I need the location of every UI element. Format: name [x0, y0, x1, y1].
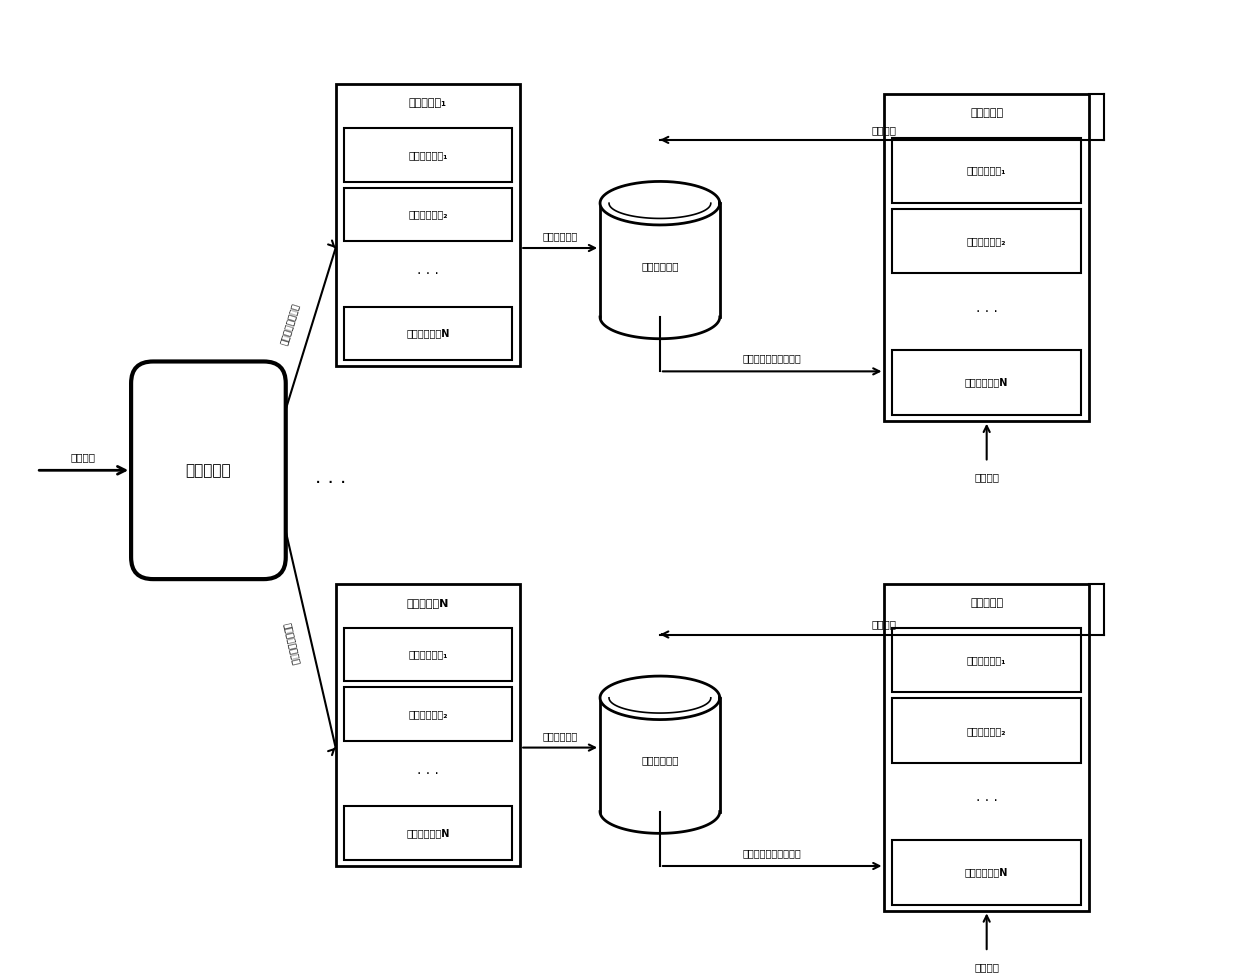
- Polygon shape: [600, 181, 719, 225]
- Text: 关系型数据库: 关系型数据库: [641, 756, 678, 766]
- Text: 消息中间件: 消息中间件: [186, 463, 231, 478]
- Bar: [343, 128, 512, 182]
- Text: · · ·: · · ·: [315, 473, 346, 493]
- FancyBboxPatch shape: [131, 361, 285, 580]
- Text: 消息接收应用₁: 消息接收应用₁: [408, 650, 448, 659]
- Text: 消息路由分发功层: 消息路由分发功层: [281, 622, 300, 666]
- Text: 消息接收应用₁: 消息接收应用₁: [408, 150, 448, 160]
- Bar: [884, 94, 1089, 421]
- Text: 消息接收应用N: 消息接收应用N: [407, 828, 450, 839]
- Text: 消息转储入库: 消息转储入库: [543, 730, 578, 740]
- Bar: [893, 208, 1081, 274]
- Text: 消息接收应用₂: 消息接收应用₂: [408, 209, 448, 219]
- Bar: [893, 627, 1081, 693]
- Bar: [336, 584, 521, 866]
- Bar: [336, 85, 521, 366]
- Bar: [893, 138, 1081, 203]
- Text: 消息消费应用N: 消息消费应用N: [965, 378, 1008, 388]
- Bar: [600, 204, 719, 317]
- Text: 消息接收层₁: 消息接收层₁: [409, 98, 446, 108]
- Bar: [343, 688, 512, 741]
- Text: 监听消息: 监听消息: [872, 619, 897, 629]
- Text: 消息接收应用N: 消息接收应用N: [407, 328, 450, 339]
- Polygon shape: [600, 676, 719, 720]
- Text: · · ·: · · ·: [976, 795, 998, 808]
- Text: 接收消息: 接收消息: [71, 453, 95, 463]
- Bar: [343, 806, 512, 860]
- Text: 消息消费应用₁: 消息消费应用₁: [967, 166, 1007, 175]
- Bar: [893, 698, 1081, 763]
- Text: · · ·: · · ·: [417, 267, 439, 281]
- Text: 监听消息: 监听消息: [872, 125, 897, 135]
- Text: 消息消费应用₁: 消息消费应用₁: [967, 655, 1007, 665]
- Bar: [343, 188, 512, 242]
- Text: 消息消费应用₂: 消息消费应用₂: [967, 236, 1007, 246]
- Bar: [343, 627, 512, 681]
- Text: 消费处理: 消费处理: [975, 472, 999, 482]
- Text: 消息路由分发功层: 消息路由分发功层: [280, 302, 301, 346]
- Text: 消息消费应用N: 消息消费应用N: [965, 867, 1008, 878]
- Bar: [893, 840, 1081, 905]
- Text: 消息消费应用₂: 消息消费应用₂: [967, 726, 1007, 735]
- Text: 消息消费层: 消息消费层: [970, 108, 1003, 118]
- Text: 消息转储入库: 消息转储入库: [543, 231, 578, 242]
- Text: · · ·: · · ·: [976, 305, 998, 318]
- Text: 锁定并提取可执行消息: 锁定并提取可执行消息: [743, 354, 801, 363]
- Text: 消费处理: 消费处理: [975, 962, 999, 972]
- Bar: [600, 697, 719, 811]
- Text: 关系型数据库: 关系型数据库: [641, 261, 678, 271]
- Text: 消息接收应用₂: 消息接收应用₂: [408, 709, 448, 719]
- Text: 锁定并提取可执行消息: 锁定并提取可执行消息: [743, 848, 801, 858]
- Text: 消息接收层N: 消息接收层N: [407, 598, 449, 608]
- Text: · · ·: · · ·: [417, 767, 439, 780]
- Text: 消息消费层: 消息消费层: [970, 598, 1003, 608]
- Bar: [343, 307, 512, 360]
- Bar: [884, 584, 1089, 911]
- Bar: [893, 350, 1081, 415]
